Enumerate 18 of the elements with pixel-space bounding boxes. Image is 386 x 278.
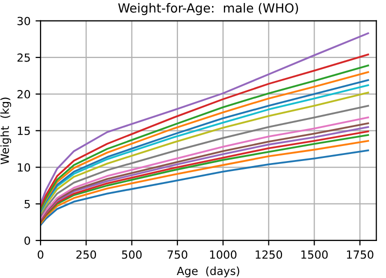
y-tick-label: 5: [24, 200, 30, 208]
x-tick-label: 1750: [347, 250, 374, 259]
x-axis-title: Age (days): [176, 266, 240, 278]
y-tick-label: 30: [18, 16, 30, 26]
x-tick-label: 250: [76, 250, 96, 259]
x-tick-label: 750: [168, 250, 188, 259]
y-tick-label: 15: [18, 126, 30, 136]
x-tick-label: 1250: [256, 250, 282, 259]
x-tick-label: 1500: [301, 250, 328, 259]
chart-title: Weight-for-Age: male (WHO): [118, 3, 298, 16]
y-tick-label: 0: [24, 236, 30, 245]
x-tick-label: 1000: [210, 250, 236, 259]
y-tick-label: 25: [17, 53, 30, 62]
x-tick-label: 0: [38, 250, 44, 259]
y-axis-title: Weight (kg): [0, 98, 12, 164]
y-tick-label: 10: [18, 163, 30, 172]
y-tick-label: 20: [17, 90, 30, 98]
x-tick-label: 500: [122, 250, 142, 259]
